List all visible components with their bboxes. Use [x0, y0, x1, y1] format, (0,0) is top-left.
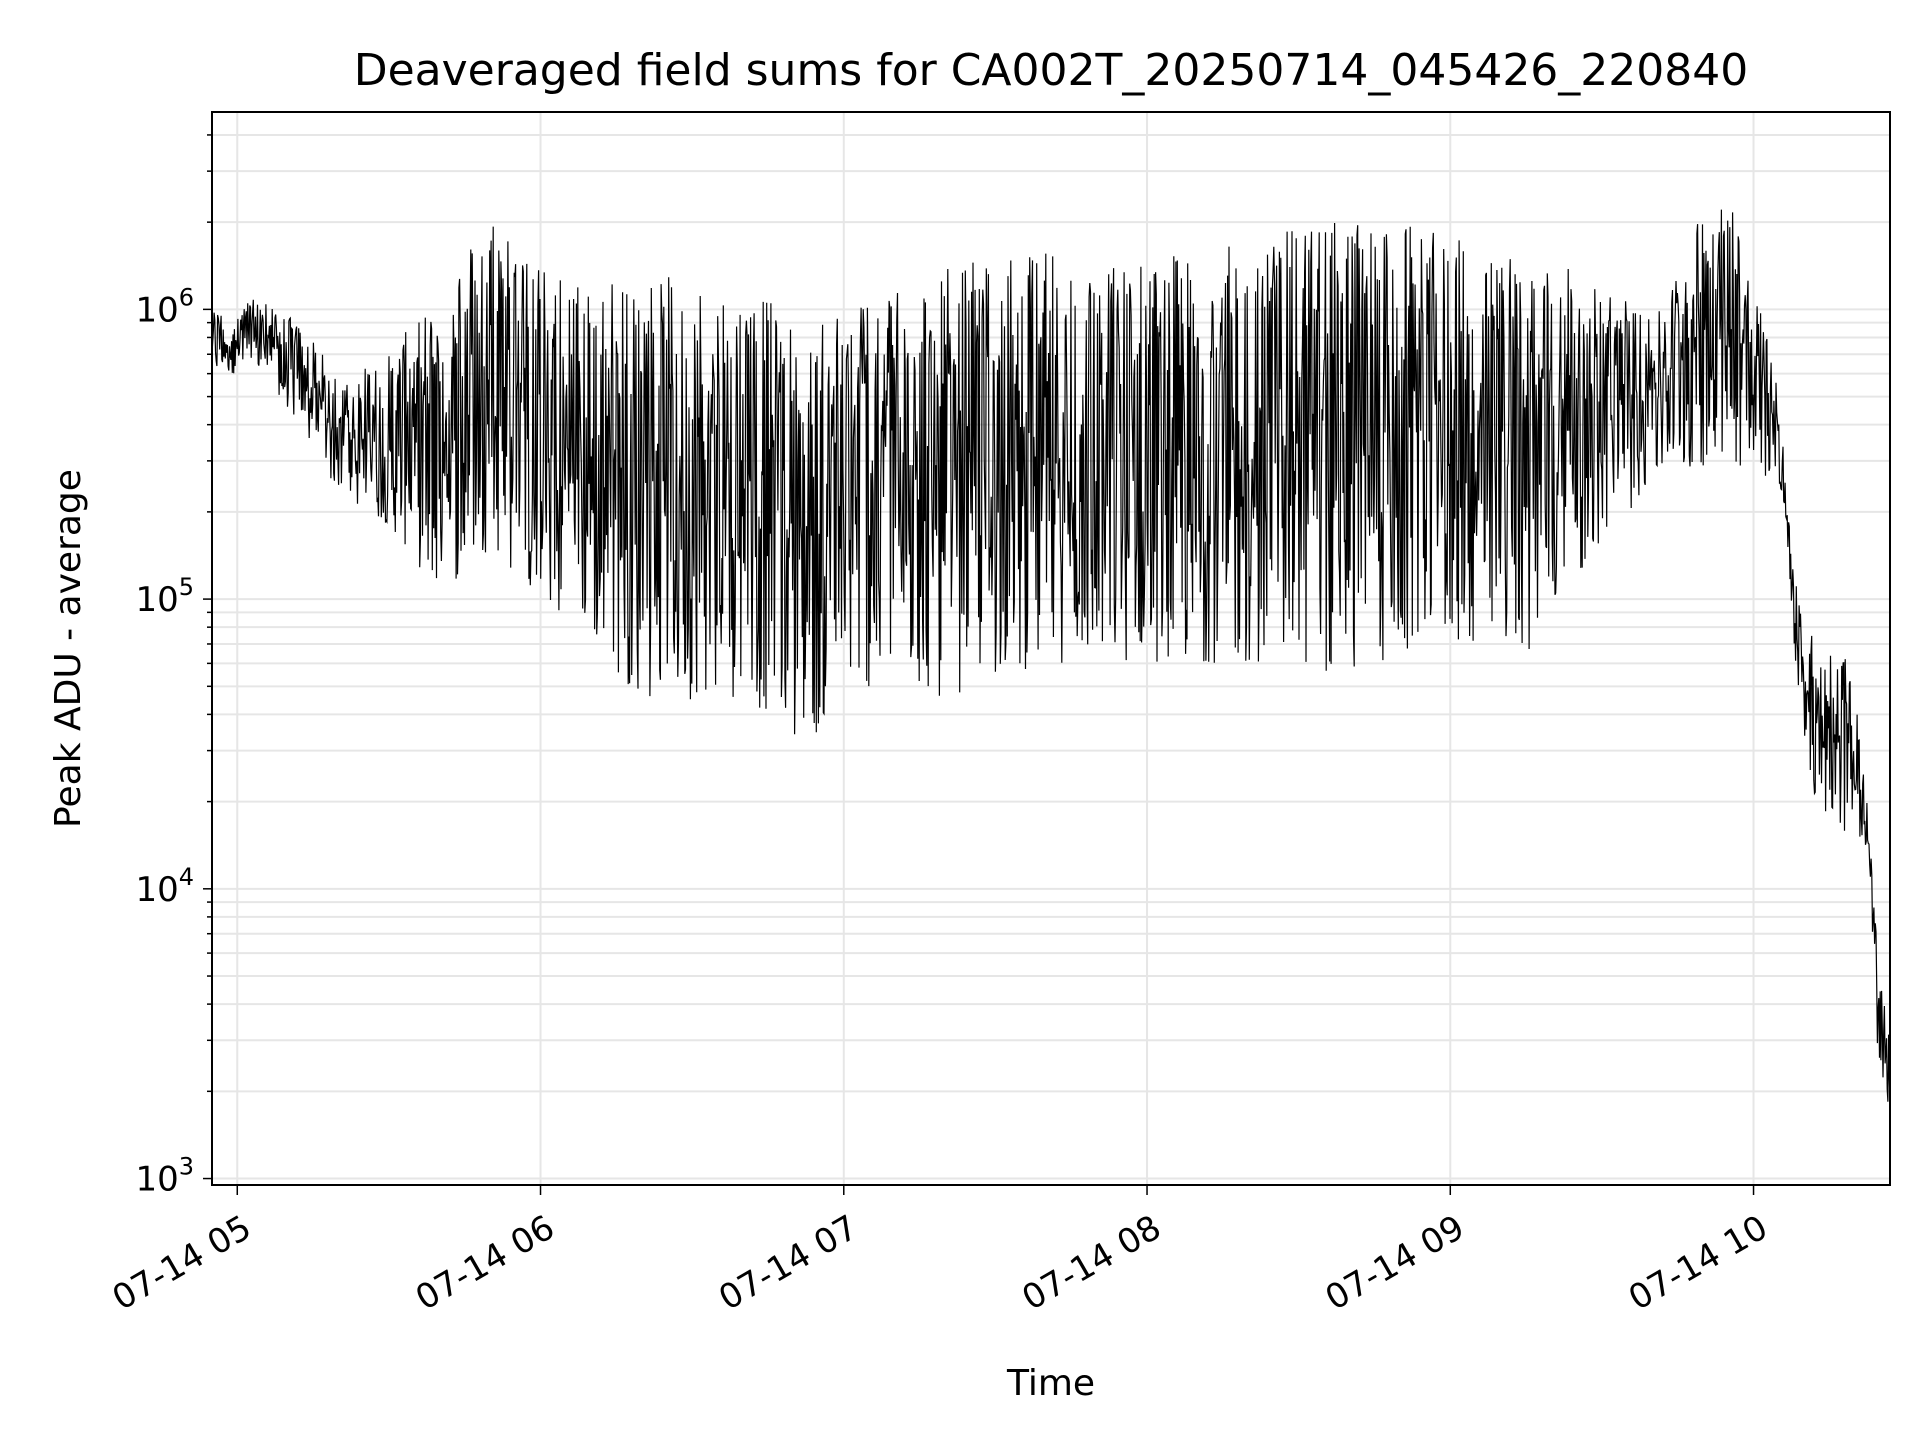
y-tick-label: 104 — [135, 863, 194, 910]
x-tick-label: 07-14 10 — [1622, 1208, 1774, 1319]
y-tick-label: 106 — [135, 283, 194, 330]
chart-title: Deaveraged field sums for CA002T_2025071… — [354, 45, 1749, 96]
grid — [212, 112, 1890, 1185]
x-tick-label: 07-14 07 — [712, 1208, 864, 1319]
x-tick-label: 07-14 06 — [409, 1208, 561, 1319]
axis-ticks: 07-14 05 07-14 06 07-14 07 07-14 08 07-14 09… — [106, 134, 1774, 1319]
x-tick-label: 07-14 09 — [1319, 1208, 1471, 1319]
series-line — [211, 209, 1891, 1102]
y-tick-label: 103 — [135, 1153, 194, 1200]
plot-frame — [211, 111, 1891, 1186]
series-path — [211, 209, 1891, 1102]
y-tick-label: 105 — [135, 573, 194, 620]
x-tick-label: 07-14 05 — [106, 1208, 258, 1319]
y-axis-label: Peak ADU - average — [48, 469, 89, 828]
x-tick-label: 07-14 08 — [1016, 1208, 1168, 1319]
x-axis-label: Time — [1006, 1363, 1095, 1404]
